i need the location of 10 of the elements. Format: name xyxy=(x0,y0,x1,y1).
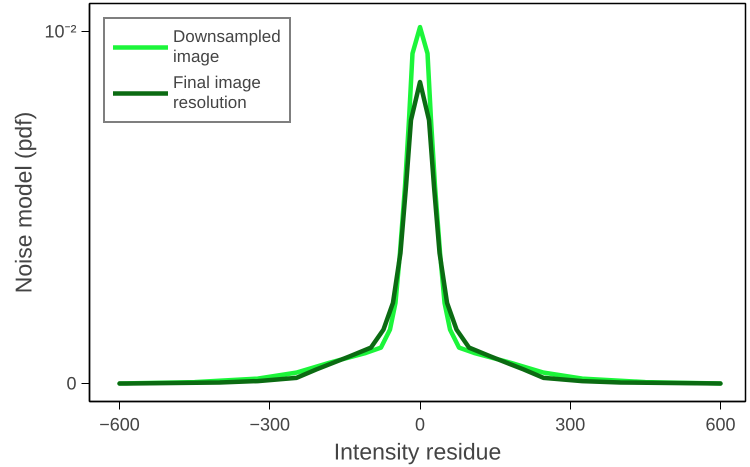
x-tick-label: −600 xyxy=(99,414,140,434)
legend-label: Downsampled image xyxy=(173,27,281,67)
y-axis-title: Noise model (pdf) xyxy=(10,112,36,294)
x-tick-label: −300 xyxy=(250,414,290,434)
x-tick-label: 600 xyxy=(705,414,736,434)
x-tick-label: 0 xyxy=(415,414,426,434)
x-axis-title: Intensity residue xyxy=(334,438,502,464)
y-tick-label: 10⁻² xyxy=(44,21,77,42)
x-tick-label: 300 xyxy=(555,414,586,434)
legend-label: Final image resolution xyxy=(173,73,261,113)
